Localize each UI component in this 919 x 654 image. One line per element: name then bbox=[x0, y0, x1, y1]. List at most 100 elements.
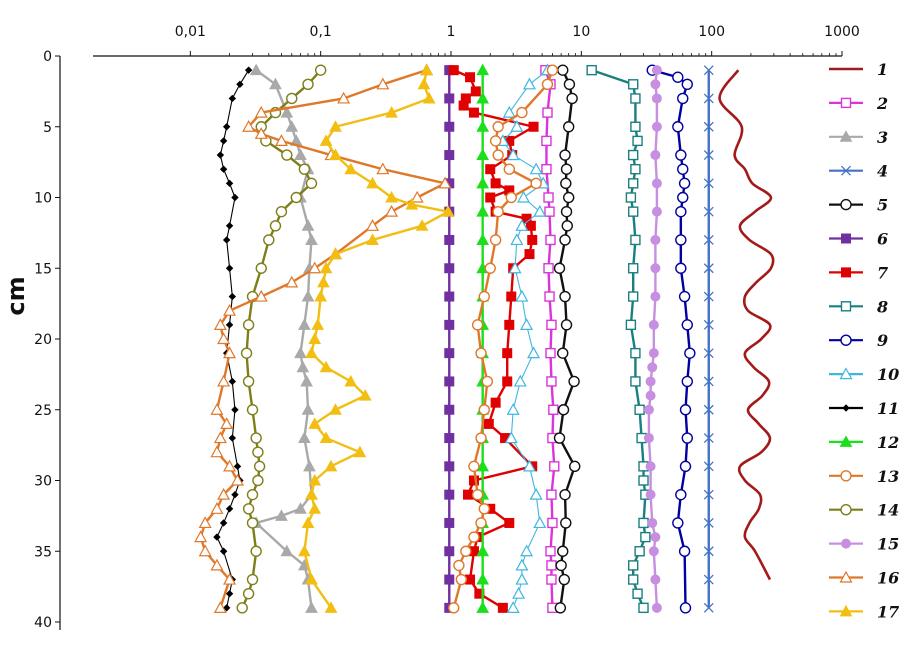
data-point bbox=[280, 106, 294, 118]
data-point bbox=[314, 290, 328, 302]
data-point bbox=[648, 348, 659, 359]
data-point bbox=[476, 459, 490, 472]
data-point bbox=[228, 292, 237, 301]
data-point bbox=[476, 573, 490, 585]
legend-item-14: 14 bbox=[829, 501, 899, 520]
x-tick-label: 0,1 bbox=[310, 24, 332, 40]
data-point bbox=[506, 148, 520, 161]
series-line bbox=[303, 69, 450, 609]
data-point bbox=[444, 461, 455, 472]
x-tick-label: 100 bbox=[698, 24, 725, 40]
legend-marker bbox=[841, 165, 851, 176]
data-point bbox=[522, 77, 536, 90]
data-point bbox=[281, 149, 293, 161]
legend-item-6: 6 bbox=[829, 230, 888, 249]
data-point bbox=[253, 460, 266, 473]
data-point bbox=[223, 459, 237, 472]
legend-item-13: 13 bbox=[829, 467, 899, 486]
data-point bbox=[515, 558, 529, 571]
data-point bbox=[505, 191, 517, 204]
data-point bbox=[506, 601, 520, 613]
data-point bbox=[250, 432, 262, 444]
data-point bbox=[703, 178, 714, 189]
data-point bbox=[478, 290, 490, 303]
data-point bbox=[230, 473, 244, 486]
data-point bbox=[481, 375, 494, 388]
data-point bbox=[217, 374, 231, 387]
data-point bbox=[490, 178, 501, 189]
data-point bbox=[513, 374, 527, 387]
y-tick-label: 10 bbox=[34, 191, 52, 207]
y-axis-title: cm bbox=[2, 276, 30, 315]
data-point bbox=[510, 233, 524, 246]
data-point bbox=[476, 233, 490, 245]
legend-marker bbox=[842, 404, 850, 412]
legend-item-15: 15 bbox=[829, 535, 899, 554]
data-point bbox=[522, 459, 536, 472]
legend-item-9: 9 bbox=[829, 331, 888, 350]
data-point bbox=[634, 546, 645, 557]
series-layer bbox=[194, 63, 775, 614]
data-point bbox=[703, 517, 714, 528]
data-point bbox=[222, 604, 231, 612]
data-point bbox=[213, 533, 221, 541]
legend-label: 13 bbox=[877, 467, 899, 486]
data-point bbox=[630, 93, 641, 104]
data-point bbox=[298, 431, 311, 444]
data-point bbox=[520, 318, 534, 330]
legend-label: 15 bbox=[877, 535, 899, 554]
data-point bbox=[231, 406, 239, 414]
data-point bbox=[650, 79, 661, 90]
data-point bbox=[546, 560, 557, 571]
data-point bbox=[476, 91, 490, 104]
data-point bbox=[558, 573, 570, 586]
data-point bbox=[294, 346, 307, 359]
data-point bbox=[305, 233, 318, 245]
data-point bbox=[630, 234, 641, 246]
data-point bbox=[444, 489, 455, 500]
data-point bbox=[194, 530, 208, 543]
data-point bbox=[515, 219, 529, 231]
data-point bbox=[353, 445, 367, 458]
data-point bbox=[476, 601, 490, 613]
series-line bbox=[453, 69, 535, 609]
data-point bbox=[568, 375, 580, 388]
data-point bbox=[319, 431, 333, 444]
data-point bbox=[225, 505, 234, 513]
data-point bbox=[305, 573, 318, 585]
data-point bbox=[410, 190, 424, 203]
series-10 bbox=[496, 63, 555, 613]
data-point bbox=[544, 206, 555, 217]
data-point bbox=[210, 445, 224, 458]
data-point bbox=[219, 137, 228, 145]
data-point bbox=[648, 546, 659, 557]
x-tick-label: 10 bbox=[572, 24, 590, 40]
ticks-layer: 0,01 0,1 1 10 100 1000 0 5 10 15 20 25 30 35 40 bbox=[34, 24, 860, 631]
data-point bbox=[405, 198, 419, 210]
data-point bbox=[503, 163, 515, 175]
data-point bbox=[561, 220, 573, 232]
data-point bbox=[703, 404, 714, 415]
data-point bbox=[650, 234, 661, 245]
series-line bbox=[591, 69, 647, 609]
data-point bbox=[546, 489, 557, 500]
data-point bbox=[319, 134, 333, 146]
data-point bbox=[329, 247, 342, 260]
data-point bbox=[681, 319, 693, 331]
data-point bbox=[275, 205, 288, 218]
data-point bbox=[651, 93, 662, 104]
data-point bbox=[630, 121, 641, 132]
data-point bbox=[533, 204, 547, 217]
y-tick-label: 25 bbox=[34, 403, 52, 419]
data-point bbox=[358, 389, 372, 401]
data-point bbox=[444, 404, 455, 415]
data-point bbox=[223, 346, 237, 359]
data-point bbox=[627, 291, 639, 302]
series-6 bbox=[444, 65, 455, 613]
data-point bbox=[213, 601, 227, 613]
data-point bbox=[444, 546, 455, 557]
data-point bbox=[441, 205, 455, 217]
legend-item-5: 5 bbox=[829, 196, 888, 215]
data-point bbox=[559, 149, 571, 161]
series-line bbox=[199, 69, 447, 609]
